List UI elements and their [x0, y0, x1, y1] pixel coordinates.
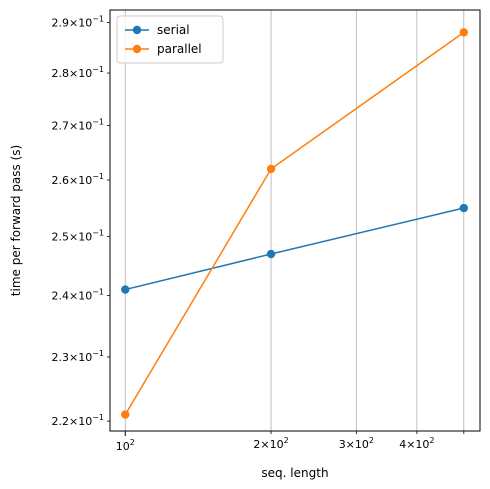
- y-tick-label-6: 2.8×10−1: [51, 65, 104, 80]
- legend-label-parallel: parallel: [157, 42, 202, 56]
- data-point-serial-2: [459, 203, 469, 213]
- grid-layer: [124, 10, 465, 431]
- x-tick-label-0: 102: [116, 438, 135, 453]
- y-tick-label-0: 2.2×10−1: [51, 413, 104, 428]
- data-point-parallel-1: [266, 164, 276, 174]
- y-tick-label-7: 2.9×10−1: [51, 14, 104, 29]
- legend-label-serial: serial: [157, 23, 190, 37]
- y-tick-label-1: 2.3×10−1: [51, 349, 104, 364]
- y-axis-label: time per forward pass (s): [9, 145, 23, 296]
- data-point-serial-1: [266, 249, 276, 259]
- x-minor-tick-label-1: 3×102: [339, 436, 374, 451]
- y-tick-label-4: 2.6×10−1: [51, 172, 104, 187]
- data-point-serial-0: [121, 285, 130, 294]
- y-tick-label-3: 2.5×10−1: [51, 229, 104, 244]
- x-minor-tick-label-2: 4×102: [399, 436, 434, 451]
- legend-marker-serial: [132, 25, 142, 35]
- legend-box: [116, 15, 224, 64]
- x-minor-tick-label-0: 2×102: [253, 436, 288, 451]
- y-tick-label-2: 2.4×10−1: [51, 288, 104, 303]
- ticks-layer: 102 2×102 3×102 4×102 2.2×10−1 2.3×10−1 2.4×10…: [51, 14, 465, 453]
- series-line-parallel: [124, 31, 465, 415]
- series-layer: [121, 28, 469, 419]
- data-point-parallel-2: [459, 28, 469, 37]
- data-point-parallel-0: [121, 410, 130, 419]
- legend: serial parallel: [116, 15, 224, 64]
- y-tick-label-5: 2.7×10−1: [51, 118, 104, 133]
- x-axis-label: seq. length: [261, 466, 328, 480]
- series-line-serial: [125, 207, 464, 291]
- plot-frame: [109, 9, 481, 432]
- legend-marker-parallel: [132, 44, 142, 54]
